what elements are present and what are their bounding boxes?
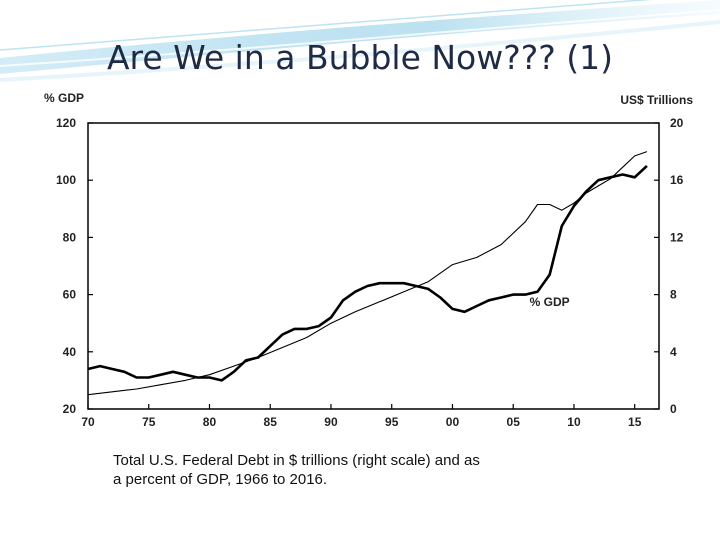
- left-axis: 120 100 80 60 40 20: [56, 116, 93, 416]
- right-tick-label: 12: [670, 230, 684, 244]
- x-tick-label: 90: [324, 415, 338, 429]
- right-tick-label: 16: [670, 173, 684, 187]
- x-tick-label: 85: [264, 415, 278, 429]
- plot-frame: [87, 122, 660, 410]
- series-line-pct-gdp: [87, 164, 648, 382]
- caption-line-2: a percent of GDP, 1966 to 2016.: [113, 471, 328, 488]
- left-tick-label: 120: [56, 116, 76, 130]
- series-line-trillions: [87, 151, 648, 396]
- left-tick-label: 20: [63, 402, 77, 416]
- x-tick-label: 80: [203, 415, 217, 429]
- x-tick-label: 15: [628, 415, 642, 429]
- right-tick-label: 20: [670, 116, 684, 130]
- right-axis-label: US$ Trillions: [620, 93, 693, 107]
- series-layer: [87, 151, 648, 396]
- left-tick-label: 40: [63, 345, 77, 359]
- x-tick-label: 10: [567, 415, 581, 429]
- left-tick-label: 80: [63, 230, 77, 244]
- x-tick-label: 00: [446, 415, 460, 429]
- x-tick-label: 95: [385, 415, 399, 429]
- left-axis-label: % GDP: [44, 91, 84, 105]
- x-tick-label: 05: [507, 415, 521, 429]
- left-tick-label: 60: [63, 288, 77, 302]
- right-tick-label: 4: [670, 345, 677, 359]
- x-axis: 70 75 80 85 90 95 00 05 10 15: [81, 404, 642, 429]
- series-annotation: % GDP: [530, 295, 570, 309]
- right-axis: 20 16 12 8 4 0: [654, 116, 684, 416]
- caption-line-1: Total U.S. Federal Debt in $ trillions (…: [113, 452, 480, 469]
- annotation-layer: % GDP: [530, 295, 570, 309]
- slide-decoration: [0, 0, 720, 82]
- x-tick-label: 75: [142, 415, 156, 429]
- right-tick-label: 8: [670, 288, 677, 302]
- slide-title: Are We in a Bubble Now??? (1): [106, 38, 614, 77]
- right-tick-label: 0: [670, 402, 677, 416]
- left-tick-label: 100: [56, 173, 76, 187]
- x-tick-label: 70: [81, 415, 95, 429]
- chart-caption: Total U.S. Federal Debt in $ trillions (…: [113, 451, 583, 489]
